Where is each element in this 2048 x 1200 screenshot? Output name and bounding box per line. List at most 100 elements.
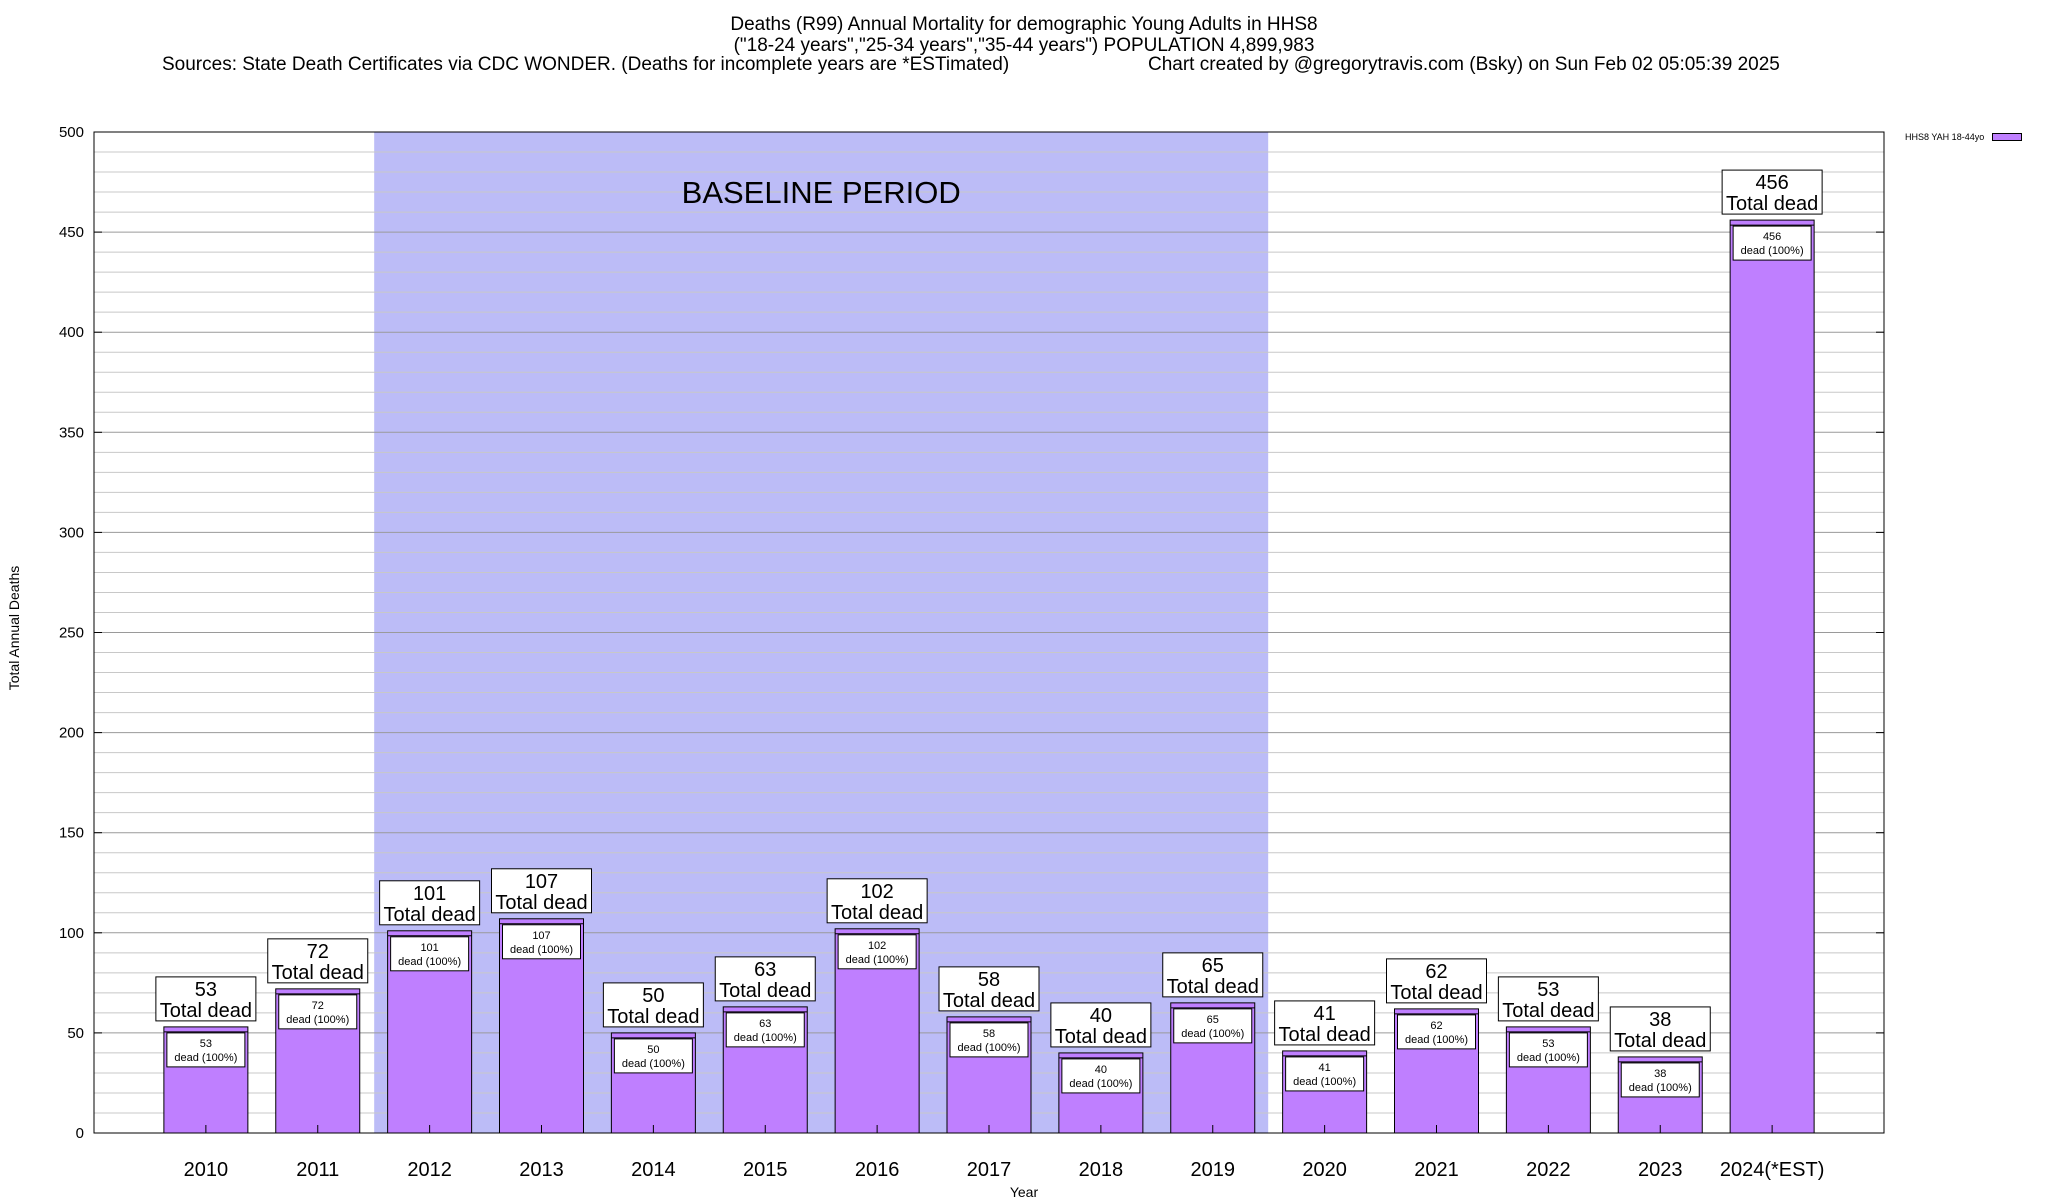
bar-inner-label: dead (100%) [1181, 1028, 1244, 1040]
bar-inner-value: 53 [200, 1038, 212, 1050]
x-tick-label: 2015 [743, 1159, 788, 1181]
bar-inner-label: dead (100%) [846, 954, 909, 966]
bar-inner-value: 456 [1763, 231, 1781, 243]
x-tick-label: 2021 [1414, 1159, 1459, 1181]
bar-top-label: Total dead [943, 990, 1035, 1012]
x-tick-label: 2020 [1302, 1159, 1347, 1181]
bar-top-label-box [602, 982, 704, 1028]
bar-inner-value: 101 [420, 942, 438, 954]
bar-top-label-box [267, 938, 369, 984]
y-tick-label: 250 [59, 625, 84, 642]
bar-inner-label-box [1732, 225, 1812, 261]
bar-inner-label: dead (100%) [1741, 245, 1804, 257]
bar-inner-value: 65 [1207, 1014, 1219, 1026]
baseline-period-label: BASELINE PERIOD [682, 175, 961, 210]
y-tick-label: 100 [59, 925, 84, 942]
bar-inner-label-box [1285, 1056, 1365, 1092]
chart-title: Deaths (R99) Annual Mortality for demogr… [730, 14, 1318, 35]
bar-inner-label: dead (100%) [1069, 1078, 1132, 1090]
bar-inner-value: 53 [1542, 1038, 1554, 1050]
bar-top-value: 53 [1537, 979, 1559, 1001]
x-tick-label: 2017 [967, 1159, 1012, 1181]
bar-inner-label-box [725, 1012, 805, 1048]
bar-top-label: Total dead [1167, 976, 1259, 998]
bar-top-value: 62 [1425, 961, 1447, 983]
bar-inner-label: dead (100%) [622, 1058, 685, 1070]
bar-top-label-box [938, 966, 1040, 1012]
x-tick-label: 2019 [1191, 1159, 1236, 1181]
bar-inner-label: dead (100%) [510, 944, 573, 956]
bar-inner-label: dead (100%) [734, 1032, 797, 1044]
y-tick-label: 0 [76, 1125, 84, 1142]
bar-inner-value: 40 [1095, 1064, 1107, 1076]
bar [1729, 219, 1815, 1134]
legend-label: HHS8 YAH 18-44yo [1905, 132, 1985, 142]
y-tick-label: 50 [67, 1025, 84, 1042]
chart-titles: Deaths (R99) Annual Mortality for demogr… [0, 14, 2048, 56]
x-axis-label: Year [1009, 1184, 1039, 1200]
bar-top-value: 65 [1202, 955, 1224, 977]
bar-top-label: Total dead [719, 980, 811, 1002]
bar-inner-label-box [1173, 1008, 1253, 1044]
bar-top-label-box [491, 868, 592, 914]
bar-inner-label-box [949, 1022, 1029, 1058]
bar-top-label: Total dead [1614, 1030, 1706, 1052]
bar-top-value: 53 [195, 979, 217, 1001]
bar-inner-label-box [1620, 1062, 1700, 1098]
x-tick-label: 2012 [407, 1159, 452, 1181]
bar-inner-value: 63 [759, 1018, 771, 1030]
bar-inner-label-box [166, 1032, 246, 1068]
bar-inner-label: dead (100%) [398, 956, 461, 968]
bar-top-label-box [1274, 1000, 1376, 1046]
bar-inner-label: dead (100%) [1517, 1052, 1580, 1064]
legend-swatch [1992, 133, 2023, 141]
bar-top-value: 63 [754, 959, 776, 981]
y-tick-label: 500 [59, 124, 84, 141]
bar-inner-value: 50 [647, 1044, 659, 1056]
bar-inner-label-box [502, 924, 581, 960]
bar-top-label: Total dead [1278, 1024, 1370, 1046]
bar-top-label-box [1162, 952, 1264, 998]
bar-top-value: 107 [525, 871, 558, 893]
bar-top-value: 101 [413, 883, 446, 905]
bar-inner-label: dead (100%) [958, 1042, 1021, 1054]
bar-inner-value: 41 [1319, 1062, 1331, 1074]
bar-top-label: Total dead [1502, 1000, 1594, 1022]
chart-credit: Chart created by @gregorytravis.com (Bsk… [1148, 54, 1780, 75]
y-axis-label: Total Annual Deaths [6, 565, 22, 691]
y-tick-label: 350 [59, 424, 84, 441]
legend: HHS8 YAH 18-44yo [1905, 132, 2023, 142]
bar-top-label-box [714, 956, 816, 1002]
bar-top-label: Total dead [495, 892, 587, 914]
bar-inner-label: dead (100%) [174, 1052, 237, 1064]
bar-top-label: Total dead [1390, 982, 1482, 1004]
x-tick-label: 2018 [1079, 1159, 1124, 1181]
bar-inner-label-box [1397, 1014, 1476, 1050]
y-tick-label: 400 [59, 324, 84, 341]
bar-inner-label-box [1508, 1032, 1588, 1068]
bar-top-label: Total dead [160, 1000, 252, 1022]
bar-inner-label-box [613, 1038, 693, 1074]
bar-inner-value: 102 [868, 940, 886, 952]
bar-inner-value: 107 [532, 930, 550, 942]
bar-top-value: 50 [642, 985, 664, 1007]
bar-top-value: 38 [1649, 1009, 1671, 1031]
bar-top-value: 102 [860, 881, 893, 903]
bar-top-label-box [826, 878, 928, 924]
y-tick-label: 150 [59, 825, 84, 842]
bar-top-label-box [1721, 169, 1823, 215]
bar-top-label: Total dead [607, 1006, 699, 1028]
bar-inner-value: 38 [1654, 1068, 1666, 1080]
bar-top-label-box [1609, 1006, 1711, 1052]
bar-inner-label-box [837, 934, 917, 970]
chart-sources: Sources: State Death Certificates via CD… [162, 54, 1010, 75]
x-tick-label: 2011 [296, 1159, 339, 1181]
bar-inner-label: dead (100%) [1629, 1082, 1692, 1094]
bar-top-label: Total dead [831, 902, 923, 924]
bar-top-value: 58 [978, 969, 1000, 991]
x-tick-label: 2016 [855, 1159, 900, 1181]
bar-top-label-box [155, 976, 257, 1022]
bar-top-label: Total dead [272, 962, 364, 984]
bar-inner-label-box [278, 994, 358, 1030]
